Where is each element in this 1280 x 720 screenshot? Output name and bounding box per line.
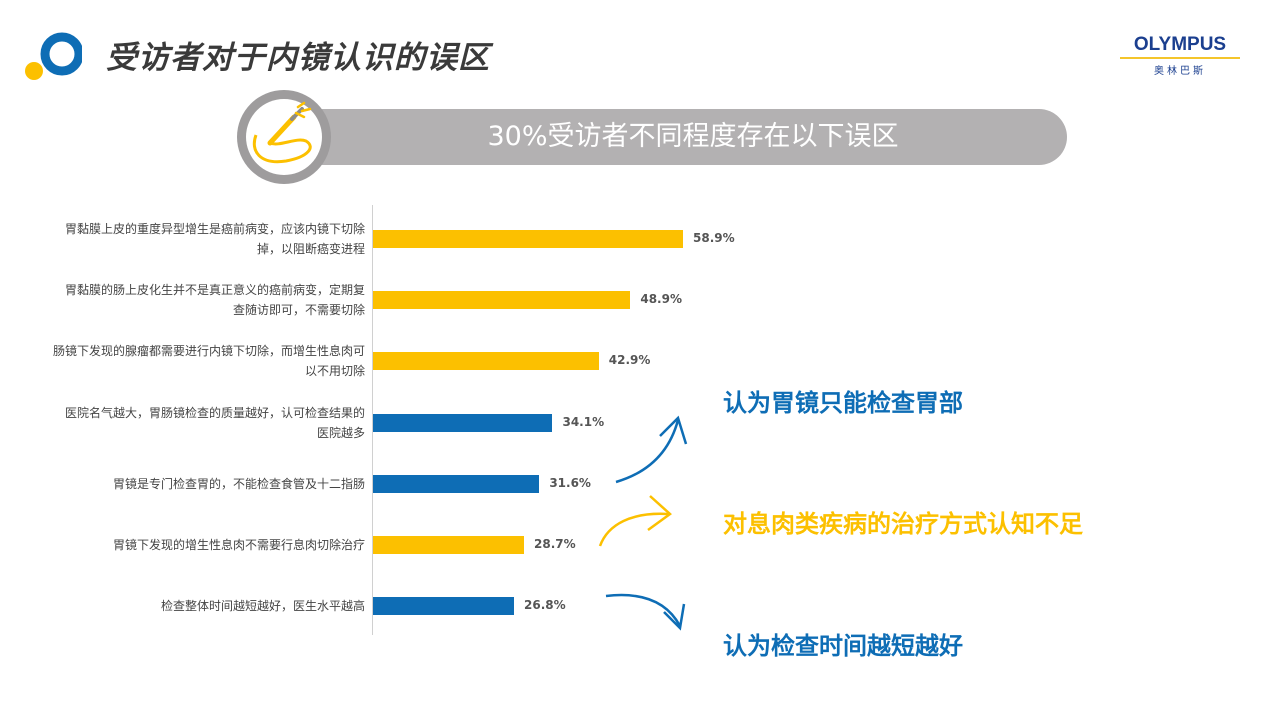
bar-value-label: 48.9% [640,292,682,307]
blue-arrow-down-icon [605,593,686,631]
bar-4 [373,413,553,432]
category-label-line: 胃黏膜上皮的重度异型增生是癌前病变，应该内镜下切除 [64,222,365,236]
category-label-line: 胃镜下发现的增生性息肉不需要行息肉切除治疗 [112,538,365,552]
category-label: 肠镜下发现的腺瘤都需要进行内镜下切除，而增生性息肉可以不用切除 [53,341,365,381]
bar-3 [373,352,599,371]
category-label-line: 以不用切除 [304,364,365,379]
brand-divider [1120,57,1240,59]
brand-subtitle: 奥林巴斯 [1154,66,1206,77]
bar-value-label: 34.1% [562,414,605,429]
category-label: 医院名气越大，胃肠镜检查的质量越好，认可检查结果的医院越多 [65,403,365,443]
endoscope-icon [253,101,312,164]
bar-value-label: 26.8% [524,598,566,613]
bar-1 [373,230,683,248]
annotation-short-exam-time: 认为检查时间越短越好 [723,632,963,660]
yellow-arrow-right-icon [598,495,672,547]
category-label: 胃镜下发现的增生性息肉不需要行息肉切除治疗 [113,535,365,555]
category-label-line: 肠镜下发现的腺瘤都需要进行内镜下切除，而增生性息肉可 [52,344,365,359]
annotation-polyp-treatment: 对息肉类疾病的治疗方式认知不足 [723,510,1083,538]
category-label: 检查整体时间越短越好，医生水平越高 [161,596,365,616]
banner [280,109,1067,165]
bar-value-label: 28.7% [534,537,576,551]
bar-2 [373,291,631,310]
title-logo-icon [25,32,82,80]
category-label-line: 查随访即可，不需要切除 [232,303,365,318]
category-label-line: 胃镜是专门检查胃的，不能检查食管及十二指肠 [112,476,365,491]
bar-6 [373,536,525,554]
blue-arrow-up-icon [615,415,688,484]
page-title: 受访者对于内镜认识的误区 [106,40,490,76]
category-label-line: 医院越多 [316,425,365,440]
bar-value-label: 58.9% [693,231,735,245]
bar-5 [373,474,540,493]
category-label-line: 医院名气越大，胃肠镜检查的质量越好，认可检查结果的 [64,405,365,420]
category-label-line: 掉，以阻断癌变进程 [256,242,365,256]
banner-text: 30%受访者不同程度存在以下误区 [487,121,899,152]
bar-value-label: 31.6% [549,475,591,490]
chart-axis-line [372,205,373,635]
category-label: 胃黏膜上皮的重度异型增生是癌前病变，应该内镜下切除掉，以阻断癌变进程 [65,219,365,259]
brand-logo: OLYMPUS [1133,34,1227,55]
category-label: 胃镜是专门检查胃的，不能检查食管及十二指肠 [113,474,365,494]
bar-value-label: 42.9% [608,353,651,368]
category-label-line: 检查整体时间越短越好，医生水平越高 [160,599,365,614]
category-label-line: 胃黏膜的肠上皮化生并不是真正意义的癌前病变，定期复 [64,283,365,298]
annotation-stomach-only: 认为胃镜只能检查胃部 [723,389,963,417]
bar-7 [373,597,515,616]
category-label: 胃黏膜的肠上皮化生并不是真正意义的癌前病变，定期复查随访即可，不需要切除 [65,280,365,320]
